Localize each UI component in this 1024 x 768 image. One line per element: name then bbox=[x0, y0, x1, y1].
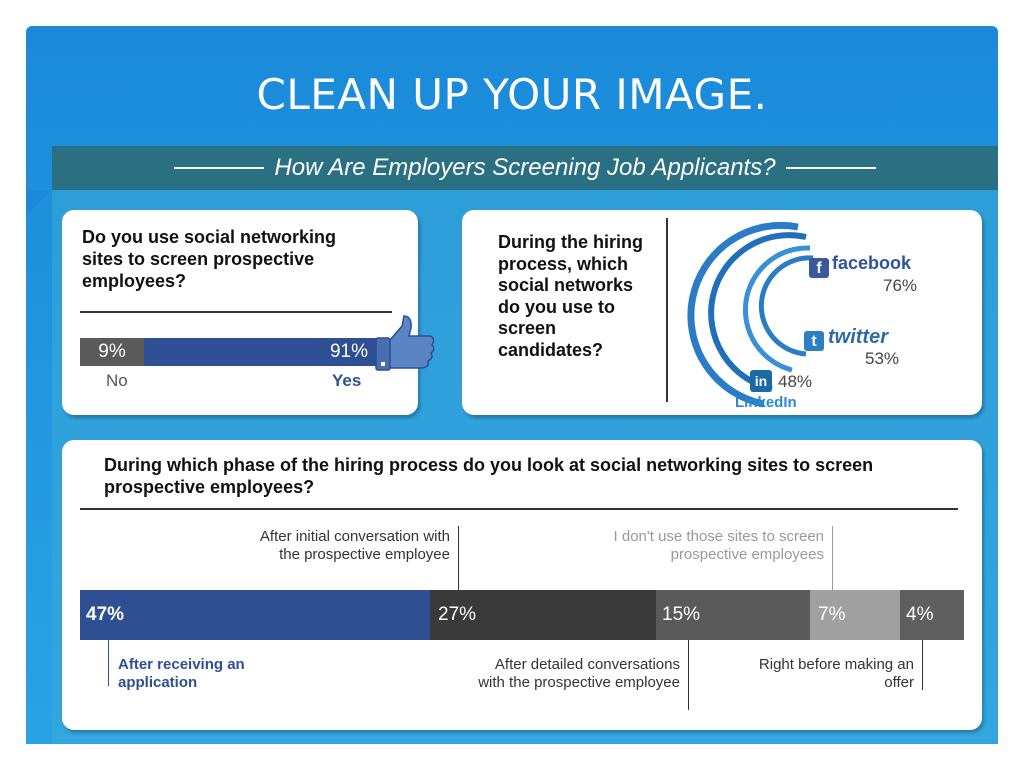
segment-right-before: 4% bbox=[900, 590, 964, 640]
segment-dont-use: 7% bbox=[810, 590, 900, 640]
label-right-before: Right before making an offer bbox=[758, 656, 914, 691]
q1-yes-label: Yes bbox=[332, 371, 362, 390]
hiring-phase-card: During which phase of the hiring process… bbox=[62, 440, 982, 730]
infographic-subtitle: How Are Employers Screening Job Applican… bbox=[274, 154, 776, 181]
subtitle-rule-left bbox=[174, 167, 265, 169]
segment-after-receiving: 47% bbox=[80, 590, 430, 640]
q3-question: During which phase of the hiring process… bbox=[104, 455, 874, 497]
q1-yes-pct: 91% bbox=[329, 341, 368, 362]
network-arcs bbox=[687, 221, 814, 408]
label-after-initial: After initial conversation with the pros… bbox=[259, 528, 450, 563]
tick-dont-use bbox=[832, 526, 833, 590]
q1-divider bbox=[80, 311, 392, 313]
linkedin-pct: 48% bbox=[778, 372, 813, 391]
q2-divider bbox=[666, 218, 668, 402]
thumbs-up-icon bbox=[374, 314, 438, 376]
twitter-icon: t bbox=[804, 331, 824, 351]
pct-after-receiving: 47% bbox=[86, 604, 125, 625]
facebook-label: facebook bbox=[832, 253, 912, 273]
facebook-pct: 76% bbox=[883, 276, 918, 295]
twitter-label: twitter bbox=[828, 326, 888, 348]
label-after-detailed: After detailed conversations with the pr… bbox=[478, 656, 680, 691]
slide-corner-accent bbox=[26, 190, 52, 216]
tick-after-receiving bbox=[108, 640, 109, 686]
pct-right-before: 4% bbox=[906, 604, 934, 625]
q1-no-label: No bbox=[106, 371, 128, 390]
twitter-pct: 53% bbox=[865, 349, 900, 368]
infographic: How Are Employers Screening Job Applican… bbox=[52, 146, 998, 743]
q2-question: During the hiring process, which social … bbox=[498, 232, 643, 360]
pct-after-detailed: 15% bbox=[662, 604, 701, 625]
slide-title: CLEAN UP YOUR IMAGE. bbox=[256, 70, 768, 119]
subtitle-row: How Are Employers Screening Job Applican… bbox=[52, 146, 998, 190]
q3-divider bbox=[80, 508, 958, 510]
label-after-receiving: After receiving an application bbox=[118, 656, 245, 691]
linkedin-icon: in bbox=[750, 370, 772, 392]
q1-yes-bar: 91% bbox=[144, 338, 376, 366]
segment-after-initial: 27% bbox=[430, 590, 656, 640]
subtitle-rule-right bbox=[785, 167, 876, 169]
q1-no-pct: 9% bbox=[98, 341, 126, 362]
pct-dont-use: 7% bbox=[818, 604, 846, 625]
q1-question: Do you use social networking sites to sc… bbox=[82, 227, 337, 291]
tick-after-detailed bbox=[688, 640, 689, 710]
facebook-icon: f bbox=[809, 258, 829, 278]
segment-after-detailed: 15% bbox=[656, 590, 810, 640]
tick-after-initial bbox=[458, 526, 459, 590]
q1-no-bar: 9% bbox=[80, 338, 144, 366]
label-dont-use: I don't use those sites to screen prospe… bbox=[613, 528, 824, 563]
tick-right-before bbox=[922, 640, 923, 690]
pct-after-initial: 27% bbox=[438, 604, 477, 625]
social-screening-card: Do you use social networking sites to sc… bbox=[62, 210, 435, 415]
social-networks-card: During the hiring process, which social … bbox=[462, 210, 982, 415]
linkedin-label: LinkedIn bbox=[735, 394, 797, 411]
